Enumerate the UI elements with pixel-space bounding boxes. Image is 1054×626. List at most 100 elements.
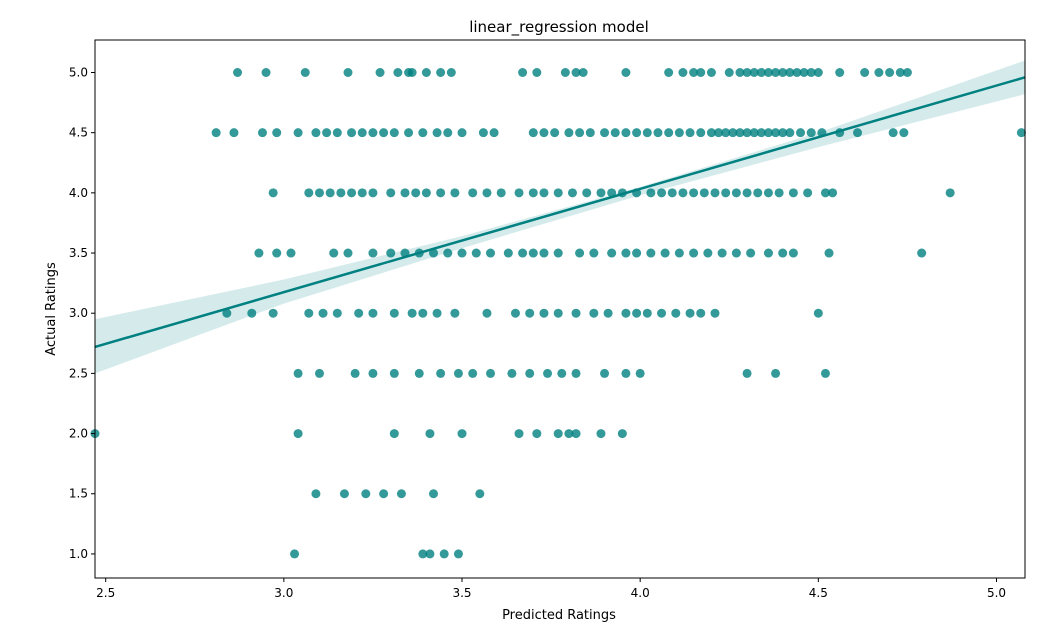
data-point xyxy=(293,429,303,439)
data-point xyxy=(368,308,378,318)
data-point xyxy=(689,248,699,258)
data-point xyxy=(518,67,528,77)
confidence-band-layer xyxy=(95,60,1025,374)
data-point xyxy=(486,368,496,378)
data-point xyxy=(314,368,324,378)
data-point xyxy=(247,308,257,318)
chart-title: linear_regression model xyxy=(469,18,649,37)
data-point xyxy=(421,67,431,77)
data-point xyxy=(507,368,517,378)
data-point xyxy=(778,67,788,77)
data-point xyxy=(489,128,499,138)
data-point xyxy=(429,248,439,258)
data-point xyxy=(525,308,535,318)
data-point xyxy=(749,128,759,138)
data-point xyxy=(721,188,731,198)
data-point xyxy=(632,248,642,258)
data-point xyxy=(763,248,773,258)
data-point xyxy=(735,67,745,77)
data-point xyxy=(496,188,506,198)
data-point xyxy=(503,248,513,258)
y-tick-label: 2.0 xyxy=(69,427,88,441)
data-point xyxy=(386,188,396,198)
data-point xyxy=(311,128,321,138)
data-point xyxy=(325,188,335,198)
data-point xyxy=(567,188,577,198)
data-point xyxy=(510,308,520,318)
data-point xyxy=(350,368,360,378)
data-point xyxy=(753,188,763,198)
data-point xyxy=(578,67,588,77)
data-point xyxy=(272,128,282,138)
y-tick-label: 5.0 xyxy=(69,65,88,79)
data-point xyxy=(379,128,389,138)
data-point xyxy=(553,248,563,258)
data-point xyxy=(457,248,467,258)
data-point xyxy=(885,67,895,77)
data-point xyxy=(386,248,396,258)
data-point xyxy=(653,128,663,138)
data-point xyxy=(532,429,542,439)
data-point xyxy=(332,128,342,138)
data-point xyxy=(357,128,367,138)
data-point xyxy=(482,308,492,318)
data-point xyxy=(368,368,378,378)
data-point xyxy=(696,67,706,77)
data-point xyxy=(514,188,524,198)
data-point xyxy=(899,128,909,138)
y-tick-label: 3.5 xyxy=(69,246,88,260)
data-point xyxy=(803,188,813,198)
data-point xyxy=(763,188,773,198)
data-point xyxy=(756,128,766,138)
data-point xyxy=(617,429,627,439)
data-point xyxy=(571,67,581,77)
data-point xyxy=(664,67,674,77)
data-point xyxy=(888,128,898,138)
data-point xyxy=(478,128,488,138)
data-point xyxy=(347,128,357,138)
data-point xyxy=(432,308,442,318)
x-axis-ticks: 2.5 3.0 3.5 4.0 4.5 5.0 xyxy=(96,578,1006,600)
data-point xyxy=(728,128,738,138)
data-point xyxy=(582,188,592,198)
data-point xyxy=(785,128,795,138)
data-point xyxy=(607,188,617,198)
data-point xyxy=(642,128,652,138)
data-point xyxy=(233,67,243,77)
data-point xyxy=(361,489,371,499)
data-point xyxy=(824,248,834,258)
data-point xyxy=(749,67,759,77)
data-point xyxy=(674,248,684,258)
data-point xyxy=(421,188,431,198)
data-point xyxy=(771,67,781,77)
data-point xyxy=(774,188,784,198)
data-point xyxy=(706,128,716,138)
data-point xyxy=(796,128,806,138)
data-point xyxy=(731,248,741,258)
data-point xyxy=(261,67,271,77)
data-point xyxy=(657,308,667,318)
data-point xyxy=(518,248,528,258)
data-point xyxy=(813,67,823,77)
data-point xyxy=(696,128,706,138)
data-point xyxy=(742,188,752,198)
data-point xyxy=(389,128,399,138)
data-point xyxy=(792,67,802,77)
data-point xyxy=(699,188,709,198)
data-point xyxy=(646,248,656,258)
data-point xyxy=(453,368,463,378)
data-point xyxy=(667,188,677,198)
data-point xyxy=(835,67,845,77)
data-point xyxy=(443,248,453,258)
data-point xyxy=(539,308,549,318)
data-point xyxy=(1016,128,1026,138)
data-point xyxy=(742,67,752,77)
data-point xyxy=(621,67,631,77)
data-point xyxy=(799,67,809,77)
data-point xyxy=(471,248,481,258)
data-point xyxy=(339,489,349,499)
data-point xyxy=(436,188,446,198)
data-point xyxy=(293,368,303,378)
data-point xyxy=(457,128,467,138)
data-point xyxy=(571,429,581,439)
